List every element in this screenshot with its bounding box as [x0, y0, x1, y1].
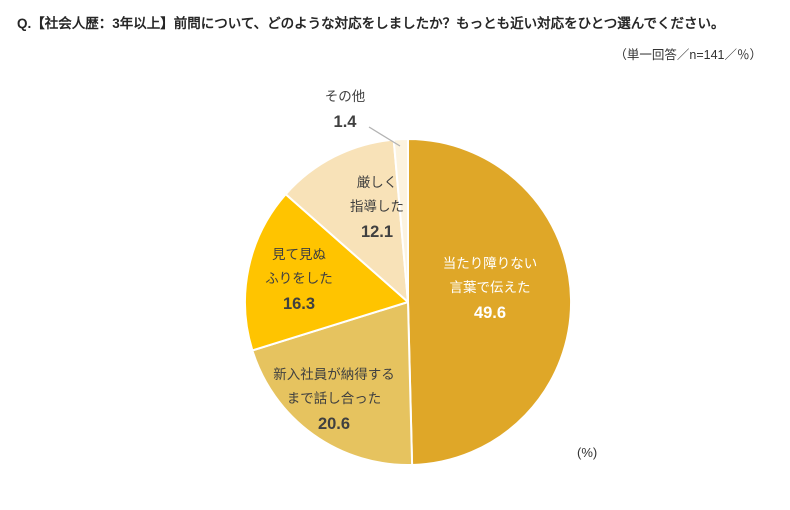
slice-label-ignore: 見て見ぬ ふりをした 16.3 — [265, 243, 333, 314]
slice-label-main-text: 当たり障りない 言葉で伝えた — [442, 256, 538, 295]
pie-slice-0 — [407, 138, 573, 466]
pie-slice-4 — [392, 138, 409, 303]
pie-slice-3 — [284, 138, 409, 303]
slice-label-strict: 厳しく 指導した 12.1 — [350, 171, 404, 242]
slice-label-discuss-value: 20.6 — [317, 415, 351, 433]
slice-label-ignore-value: 16.3 — [282, 295, 316, 313]
slice-label-other-text: その他 — [324, 89, 366, 104]
slice-label-strict-text: 厳しく 指導した — [350, 175, 404, 214]
other-slice-leader-line — [368, 126, 401, 147]
slice-label-discuss-text: 新入社員が納得する まで話し合った — [273, 367, 395, 406]
pie-slice-2 — [244, 193, 409, 352]
slice-label-ignore-text: 見て見ぬ ふりをした — [265, 247, 333, 286]
pie-svg — [244, 126, 573, 466]
slice-label-other-value: 1.4 — [333, 113, 357, 131]
percent-unit-label: (%) — [577, 445, 598, 460]
pie-slice-1 — [251, 301, 414, 466]
question-title: Q.【社会人歴：3年以上】前問について、どのような対応をしましたか？もっとも近い… — [17, 16, 725, 31]
slice-label-other: その他 1.4 — [325, 85, 366, 132]
slice-label-main: 当たり障りない 言葉で伝えた 49.6 — [443, 252, 538, 323]
slice-label-discuss: 新入社員が納得する まで話し合った 20.6 — [273, 363, 395, 434]
answer-type-note: （単一回答／n=141／％） — [614, 48, 762, 62]
slice-label-main-value: 49.6 — [473, 304, 507, 322]
slice-label-strict-value: 12.1 — [360, 223, 394, 241]
